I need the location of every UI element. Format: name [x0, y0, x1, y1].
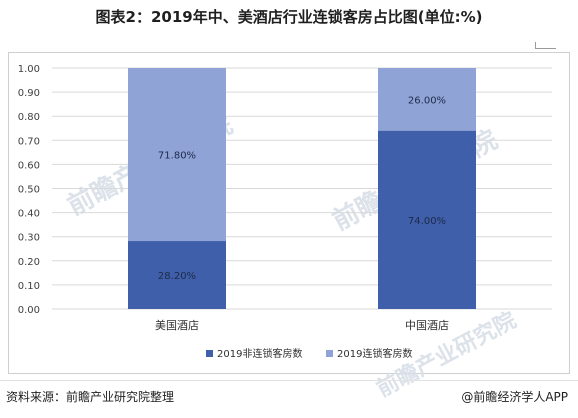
bar-segment — [378, 130, 476, 309]
y-tick-label: 0.20 — [18, 257, 40, 268]
chart-title: 图表2：2019年中、美酒店行业连锁客房占比图(单位:%) — [95, 8, 483, 26]
footer-divider — [0, 380, 578, 381]
y-tick-label: 0.80 — [18, 112, 40, 123]
bar-segment — [128, 241, 226, 309]
x-tick-label: 中国酒店 — [405, 318, 449, 332]
brand-credit: @前瞻经济学人APP — [461, 390, 568, 404]
y-tick-label: 1.00 — [18, 64, 40, 75]
legend-label: 2019非连锁客房数 — [217, 347, 302, 360]
bar-segment — [378, 68, 476, 131]
legend-swatch — [326, 350, 333, 357]
data-label: 28.20% — [158, 271, 196, 282]
y-tick-label: 0.70 — [18, 136, 40, 147]
y-tick-label: 0.10 — [18, 281, 40, 292]
x-tick-label: 美国酒店 — [155, 318, 199, 332]
y-tick-label: 0.30 — [18, 233, 40, 244]
y-tick-label: 0.50 — [18, 185, 40, 196]
bar-segment — [128, 68, 226, 242]
corner-mark — [535, 42, 556, 49]
legend-label: 2019连锁客房数 — [337, 347, 412, 360]
data-label: 74.00% — [408, 216, 446, 227]
y-tick-label: 0.00 — [18, 305, 40, 316]
data-label: 71.80% — [158, 151, 196, 162]
y-tick-label: 0.90 — [18, 88, 40, 99]
source-note: 资料来源：前瞻产业研究院整理 — [6, 390, 175, 404]
y-tick-label: 0.40 — [18, 209, 40, 220]
y-tick-label: 0.60 — [18, 160, 40, 171]
chart-frame — [8, 52, 570, 374]
data-label: 26.00% — [408, 95, 446, 106]
legend-swatch — [206, 350, 213, 357]
